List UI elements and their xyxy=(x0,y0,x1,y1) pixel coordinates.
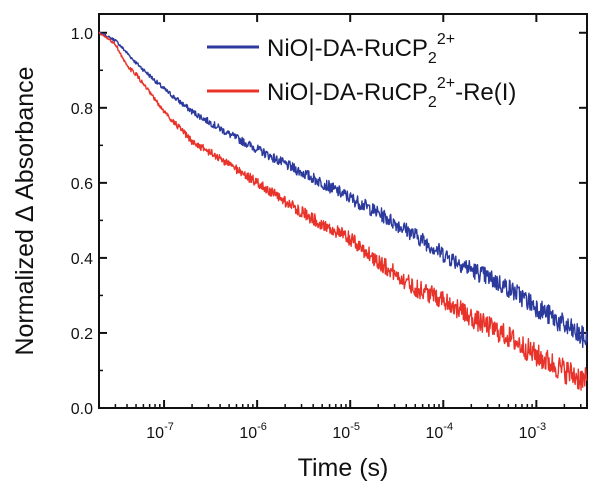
legend-label-2: NiO|-DA-RuCP22+-Re(I) xyxy=(267,75,516,111)
series-layer xyxy=(98,31,588,391)
x-tick-label: 10-5 xyxy=(332,421,360,442)
y-tick-label: 0.4 xyxy=(71,251,93,268)
series-line-1 xyxy=(98,31,588,348)
y-tick-label: 0.2 xyxy=(71,326,93,343)
x-tick-label: 10-4 xyxy=(425,421,453,442)
y-axis-label: Normalized Δ Absorbance xyxy=(11,66,39,355)
plot-frame xyxy=(98,13,588,409)
x-tick-label: 10-3 xyxy=(519,421,547,442)
x-tick-label: 10-6 xyxy=(239,421,267,442)
legend-label-1: NiO|-DA-RuCP22+ xyxy=(267,31,455,67)
axis-ticks xyxy=(98,14,587,409)
y-tick-label: 1.0 xyxy=(71,26,93,43)
y-tick-label: 0.6 xyxy=(71,176,93,193)
legend: NiO|-DA-RuCP22+ NiO|-DA-RuCP22+-Re(I) xyxy=(207,31,516,111)
y-tick-label: 0.8 xyxy=(71,101,93,118)
axis-tick-labels: 0.0 0.2 0.4 0.6 0.8 1.0 10-7 10-6 10-5 10-4 10-3 xyxy=(71,26,546,442)
y-tick-label: 0.0 xyxy=(71,401,93,418)
series-line-2 xyxy=(98,31,588,391)
x-axis-label: Time (s) xyxy=(298,454,389,482)
x-tick-label: 10-7 xyxy=(146,421,174,442)
